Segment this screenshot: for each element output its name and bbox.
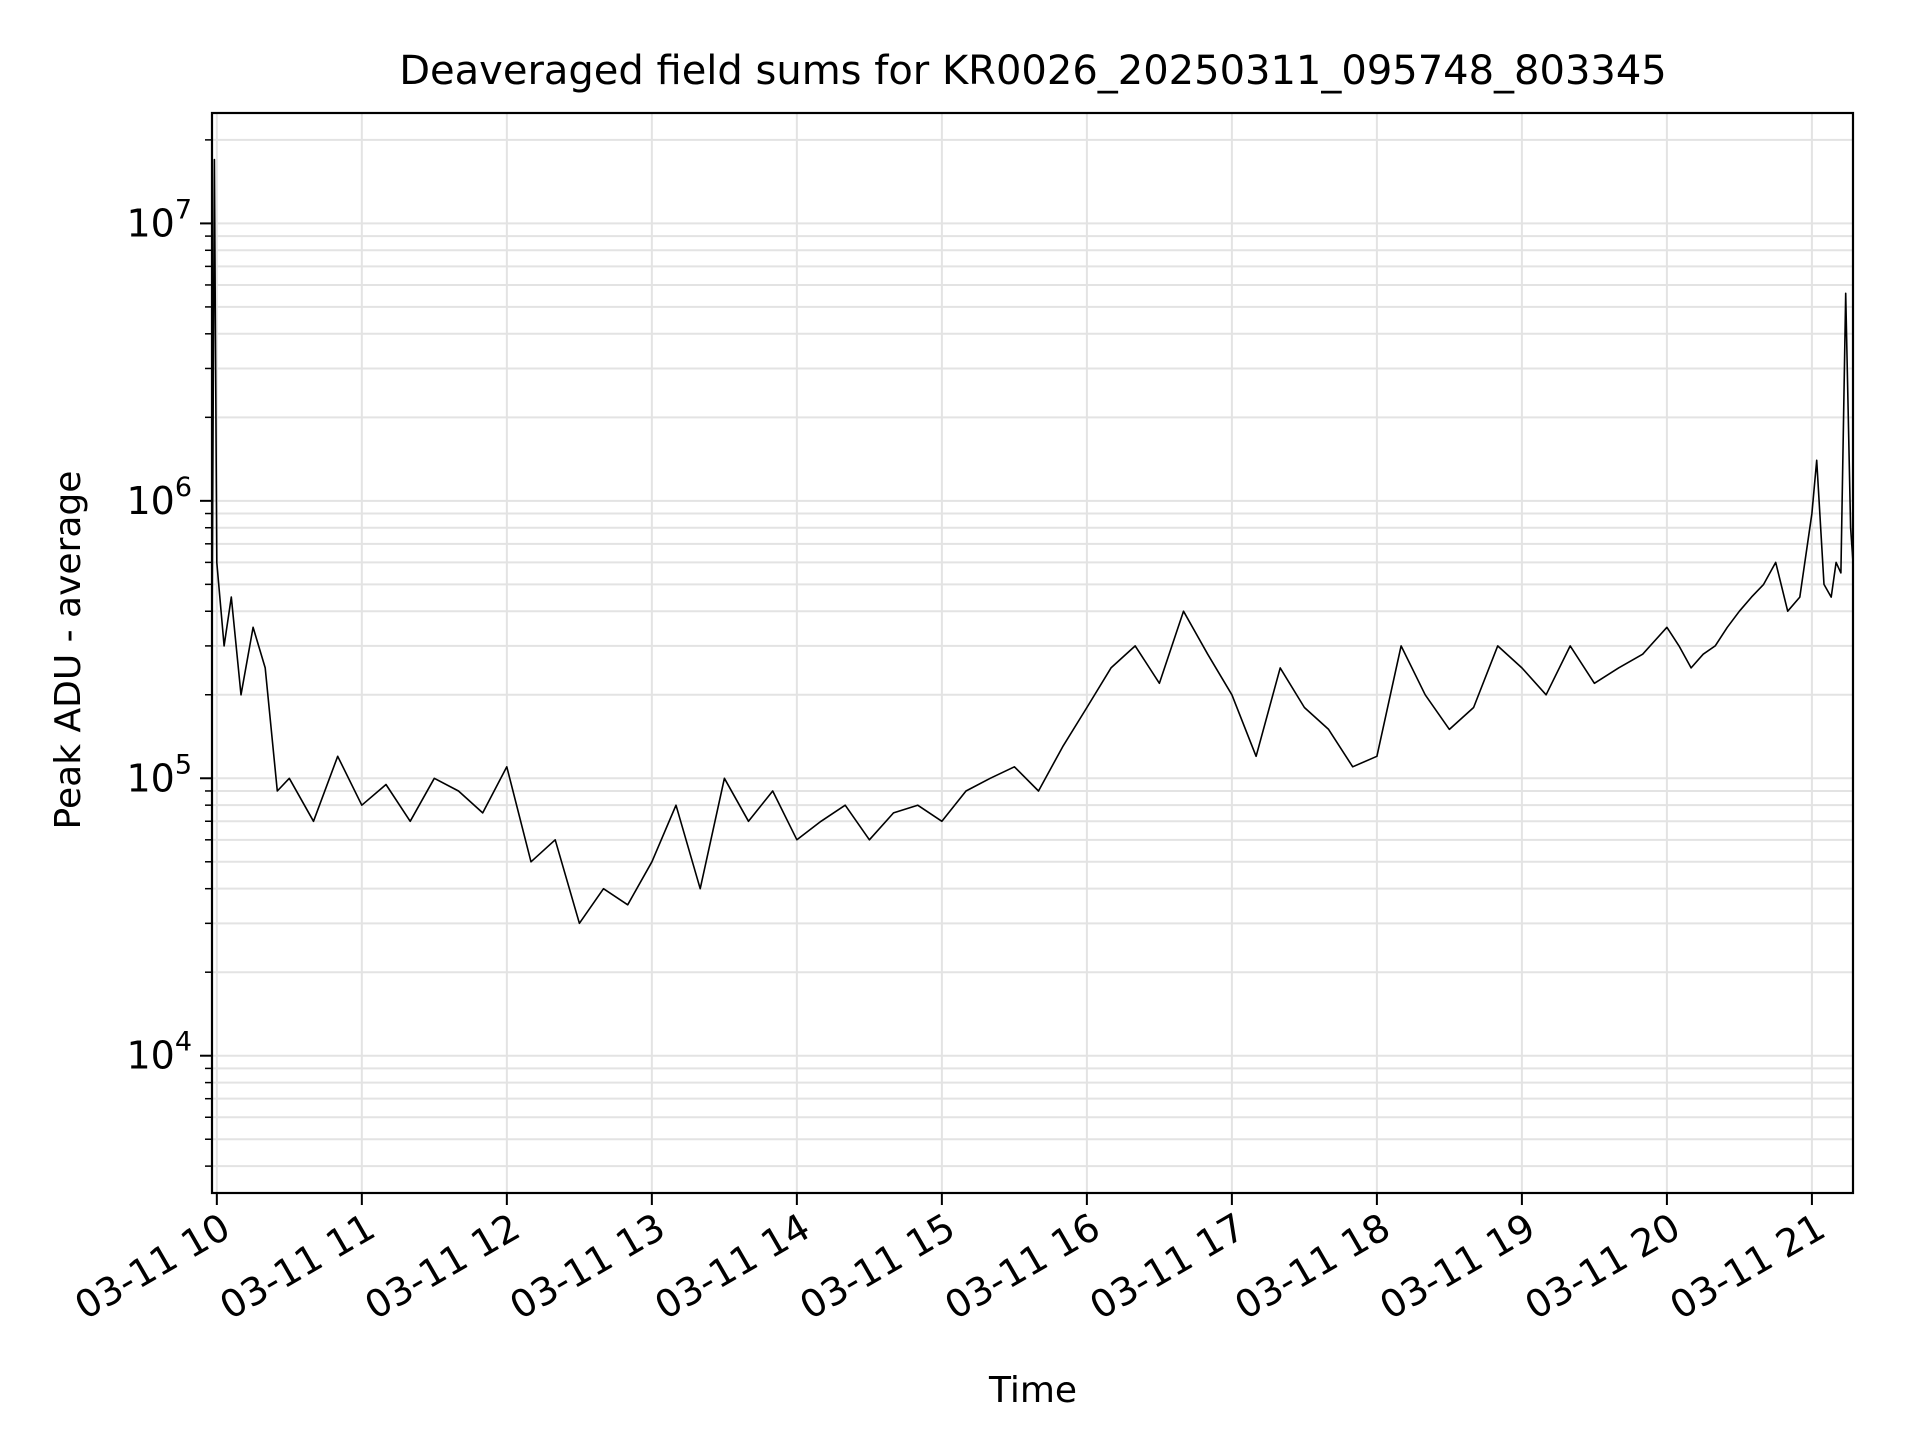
chart-title: Deaveraged field sums for KR0026_2025031… bbox=[399, 48, 1667, 94]
series-layer bbox=[211, 158, 1854, 925]
y-tick-label: 105 bbox=[126, 749, 192, 800]
y-axis-label: Peak ADU - average bbox=[48, 471, 89, 830]
plot-frame bbox=[210, 111, 1855, 1195]
y-tick-label: 107 bbox=[126, 194, 192, 245]
y-tick-label: 106 bbox=[126, 472, 192, 523]
y-tick-label: 104 bbox=[126, 1027, 192, 1078]
x-axis-label: Time bbox=[988, 1370, 1077, 1411]
grid bbox=[212, 113, 1853, 1193]
y-axis: 104 105 106 107 bbox=[126, 139, 212, 1167]
series-line bbox=[211, 158, 1854, 925]
